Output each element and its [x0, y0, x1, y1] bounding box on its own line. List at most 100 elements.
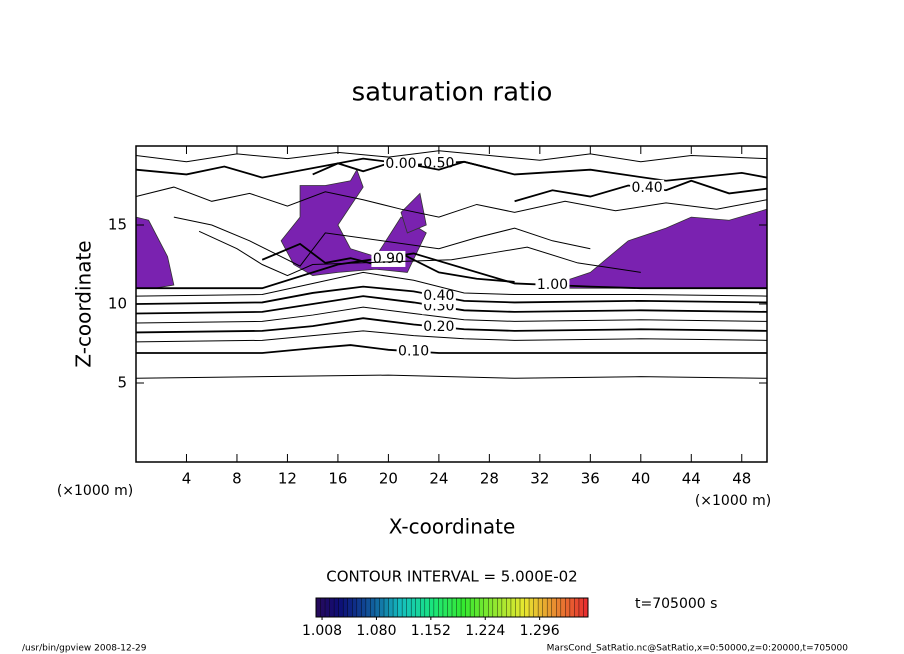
y-unit-label: (×1000 m)	[57, 483, 133, 499]
footer-left: /usr/bin/gpview 2008-12-29	[22, 644, 147, 654]
x-tick-label: 40	[631, 470, 650, 488]
colorbar-stripe	[420, 598, 426, 617]
colorbar-stripe	[556, 598, 562, 617]
colorbar-tick-label: 1.152	[411, 623, 451, 639]
contour-label: 0.20	[423, 319, 454, 335]
colorbar-stripe	[470, 598, 475, 617]
colorbar-stripe	[578, 598, 584, 617]
colorbar-stripe	[542, 598, 548, 617]
contour-line	[136, 374, 767, 379]
colorbar-stripe	[501, 598, 507, 617]
x-tick-label: 12	[278, 470, 297, 488]
contour-line	[136, 285, 767, 305]
colorbar-stripe	[456, 598, 462, 617]
colorbar-stripe	[515, 598, 521, 617]
colorbar-stripe	[361, 598, 367, 617]
x-tick-label: 28	[480, 470, 499, 488]
filled-region	[136, 216, 175, 289]
colorbar-stripe	[465, 598, 471, 617]
colorbar-tick-label: 1.080	[356, 623, 396, 639]
contour-label-bg	[421, 318, 456, 335]
colorbar-stripe	[406, 598, 412, 617]
colorbar-stripe	[447, 598, 453, 617]
colorbar-stripe	[424, 598, 430, 617]
colorbar-stripe	[565, 598, 571, 617]
colorbar-stripe	[506, 598, 512, 617]
colorbar-stripe	[510, 598, 516, 617]
colorbar-stripe	[438, 598, 444, 617]
colorbar-stripe	[524, 598, 530, 617]
x-tick-label: 4	[182, 470, 192, 488]
colorbar-stripe	[442, 598, 448, 617]
colorbar-tick-label: 1.224	[465, 623, 505, 639]
y-tick-label: 5	[117, 374, 127, 392]
colorbar-tick-label: 1.296	[520, 623, 560, 639]
colorbar-stripe	[329, 598, 335, 617]
contour-line	[136, 306, 767, 324]
y-tick-label: 15	[108, 216, 127, 234]
contour-line	[136, 252, 767, 290]
chart-title: saturation ratio	[352, 78, 553, 108]
contour-label-bg	[535, 277, 570, 294]
colorbar-stripe	[474, 598, 480, 617]
colorbar-stripe	[452, 598, 457, 617]
colorbar-stripe	[497, 598, 503, 617]
colorbar-stripe	[384, 598, 389, 617]
contour-line	[136, 317, 767, 334]
colorbar-stripe	[325, 598, 330, 617]
contour-line	[173, 216, 591, 267]
colorbar-stripe	[520, 598, 525, 617]
x-tick-label: 36	[581, 470, 600, 488]
x-tick-label: 44	[682, 470, 701, 488]
contour-label: 0.40	[423, 288, 454, 304]
contour-label: 0.10	[398, 343, 429, 359]
colorbar-stripe	[334, 598, 339, 617]
colorbar-stripe	[320, 598, 326, 617]
time-label: t=705000 s	[635, 596, 717, 612]
colorbar-stripe	[461, 598, 466, 617]
contour-label: 0.40	[632, 180, 663, 196]
contour-label-bg	[371, 250, 406, 267]
colorbar-stripe	[356, 598, 362, 617]
colorbar-stripe	[397, 598, 403, 617]
contour-line	[136, 344, 767, 354]
colorbar-stripe	[583, 598, 589, 617]
colorbar-frame	[315, 597, 589, 618]
x-tick-label: 24	[429, 470, 448, 488]
footer-right: MarsCond_SatRatio.nc@SatRatio,x=0:50000,…	[547, 644, 849, 654]
contour-line	[136, 295, 767, 315]
contour-label: 1.00	[537, 277, 568, 293]
colorbar-stripe	[560, 598, 566, 617]
colorbar-stripe	[574, 598, 580, 617]
colorbar-stripe	[343, 598, 349, 617]
colorbar-stripe	[551, 598, 557, 617]
colorbar-stripe	[374, 598, 380, 617]
colorbar-tick-label: 1.008	[302, 623, 342, 639]
contour-label: 0.90	[373, 251, 404, 267]
colorbar-stripe	[365, 598, 371, 617]
colorbar-stripe	[352, 598, 358, 617]
contour-line	[198, 230, 641, 277]
colorbar-stripe	[347, 598, 353, 617]
contour-interval: CONTOUR INTERVAL = 5.000E-02	[326, 568, 577, 586]
colorbar-stripe	[479, 598, 485, 617]
filled-region	[552, 208, 767, 289]
colorbar-stripe	[316, 598, 321, 617]
x-axis-label: X-coordinate	[389, 515, 516, 539]
colorbar-stripe	[393, 598, 398, 617]
contour-label: 0.00	[385, 156, 416, 172]
colorbar-stripe	[370, 598, 376, 617]
colorbar-stripe	[402, 598, 407, 617]
contour-line	[136, 330, 767, 343]
contour-label-bg	[384, 156, 419, 173]
colorbar-stripe	[538, 598, 543, 617]
x-unit-label: (×1000 m)	[695, 493, 771, 509]
colorbar-stripe	[411, 598, 417, 617]
colorbar-stripe	[433, 598, 439, 617]
colorbar-stripe	[483, 598, 489, 617]
x-tick-label: 20	[379, 470, 398, 488]
contour-label-bg	[396, 343, 431, 360]
contour-line	[136, 186, 767, 218]
colorbar-stripe	[415, 598, 421, 617]
